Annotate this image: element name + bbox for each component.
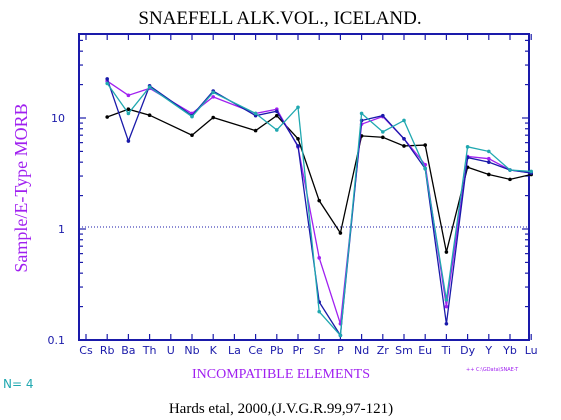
x-tick-label: Yb <box>502 344 517 357</box>
x-tick-label: La <box>228 344 241 357</box>
data-point <box>508 168 512 172</box>
data-point <box>529 169 533 174</box>
x-tick-label: Rb <box>100 344 115 357</box>
x-tick-label: Nd <box>354 344 369 357</box>
data-point <box>381 113 385 118</box>
x-tick-label: Eu <box>418 344 432 357</box>
data-point <box>487 172 491 177</box>
data-point <box>126 111 131 116</box>
x-tick-label: Dy <box>460 344 475 357</box>
citation: Hards etal, 2000,(J.V.G.R.99,97-121) <box>169 401 393 417</box>
data-point <box>359 111 364 116</box>
data-point <box>126 93 131 98</box>
data-point <box>402 144 406 148</box>
data-point <box>317 198 322 203</box>
x-tick-label: Ti <box>441 344 451 357</box>
series-line-3 <box>106 78 532 338</box>
data-point <box>402 136 406 141</box>
x-tick-label: Lu <box>525 344 538 357</box>
x-tick-label: Cs <box>79 344 93 357</box>
x-tick-label: Y <box>484 344 492 357</box>
data-point <box>211 90 215 95</box>
x-tick-label: Sm <box>395 344 413 357</box>
data-point <box>296 144 300 148</box>
data-point <box>211 95 215 99</box>
data-point <box>381 130 385 134</box>
y-tick-label: 0.1 <box>48 334 66 347</box>
data-point <box>338 333 343 338</box>
chart-title: SNAEFELL ALK.VOL., ICELAND. <box>138 8 421 29</box>
y-axis-label: Sample/E-Type MORB <box>11 103 31 272</box>
data-point <box>465 145 470 149</box>
data-point <box>275 109 279 114</box>
data-point <box>338 231 343 235</box>
data-point <box>296 105 300 110</box>
y-tick-label: 10 <box>51 112 65 125</box>
data-point <box>190 114 194 119</box>
plot-frame <box>78 33 530 341</box>
data-point <box>423 143 428 147</box>
data-point <box>253 128 258 133</box>
data-point <box>444 304 449 309</box>
x-tick-labels: Cs Rb Ba Th U Nb K La Ce Pb Pr Sr P Nd Zr Sm Eu Ti Dy Y Yb Lu <box>79 344 537 357</box>
data-point <box>381 135 385 140</box>
data-point <box>275 128 279 132</box>
data-point <box>444 321 449 326</box>
data-point <box>105 115 109 119</box>
data-point <box>275 113 279 118</box>
data-point <box>487 149 491 154</box>
data-point <box>487 160 491 164</box>
data-point <box>444 250 449 254</box>
data-point <box>190 133 194 137</box>
series-lines <box>105 77 533 338</box>
x-tick-label: Ba <box>121 344 135 357</box>
x-tick-label: Th <box>142 344 157 357</box>
data-point <box>211 115 215 120</box>
data-point <box>402 118 406 123</box>
x-tick-label: Ce <box>248 344 263 357</box>
y-tick-label: 1 <box>58 223 65 236</box>
x-tick-label: K <box>210 344 218 357</box>
data-point <box>444 298 449 302</box>
x-tick-label: Pr <box>293 344 304 357</box>
data-point <box>317 256 322 260</box>
n-label: N= 4 <box>3 377 33 391</box>
x-tick-label: U <box>167 344 175 357</box>
data-point <box>147 113 152 117</box>
x-tick-label: P <box>337 344 344 357</box>
data-point <box>508 177 512 182</box>
data-point <box>105 77 109 81</box>
x-tick-label: Zr <box>377 344 390 357</box>
axis-ticks <box>79 34 532 341</box>
series-line-1 <box>106 108 532 253</box>
data-point <box>147 85 152 89</box>
data-point <box>296 136 300 141</box>
data-point <box>487 156 491 161</box>
source-ref: ++ C:\GData\SNAE-T <box>466 367 519 373</box>
data-point <box>105 81 109 86</box>
x-tick-label: Sr <box>313 344 325 357</box>
x-tick-label: Pb <box>270 344 284 357</box>
data-point <box>317 309 322 314</box>
x-axis-label: INCOMPATIBLE ELEMENTS <box>192 367 370 382</box>
data-point <box>423 166 428 171</box>
data-point <box>126 139 131 143</box>
data-point <box>126 107 131 112</box>
data-point <box>253 111 258 116</box>
x-tick-label: Nb <box>184 344 199 357</box>
y-tick-labels: 0.1 1 10 <box>48 112 66 347</box>
